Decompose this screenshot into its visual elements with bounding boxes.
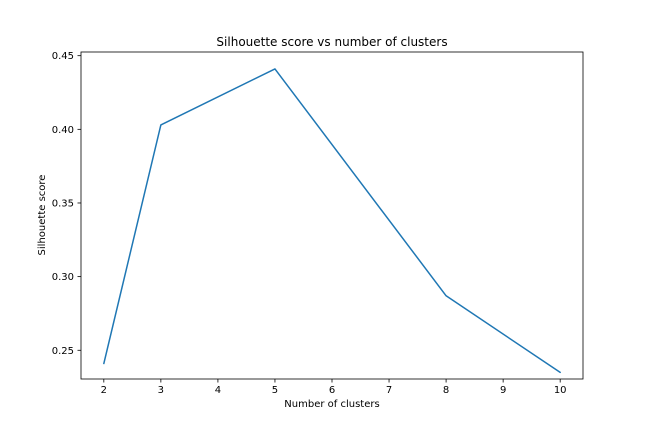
x-axis: 2 3 4 5 6 7 8 9 10 bbox=[101, 379, 567, 396]
y-tick-label: 0.30 bbox=[52, 272, 74, 283]
x-tick-label: 2 bbox=[101, 385, 107, 396]
x-tick-label: 7 bbox=[386, 385, 392, 396]
y-axis: 0.25 0.30 0.35 0.40 0.45 bbox=[52, 51, 81, 357]
y-tick-label: 0.45 bbox=[52, 51, 74, 62]
x-tick-label: 4 bbox=[215, 385, 221, 396]
x-tick-label: 5 bbox=[272, 385, 278, 396]
x-tick-label: 9 bbox=[500, 385, 506, 396]
x-tick-label: 3 bbox=[158, 385, 164, 396]
series-line bbox=[103, 68, 561, 374]
x-tick-label: 8 bbox=[443, 385, 449, 396]
y-tick-label: 0.35 bbox=[52, 198, 74, 209]
x-axis-label: Number of clusters bbox=[284, 399, 379, 410]
y-tick-label: 0.25 bbox=[52, 346, 74, 357]
chart-title: Silhouette score vs number of clusters bbox=[216, 35, 447, 49]
y-axis-label: Silhouette score bbox=[37, 175, 48, 256]
x-tick-label: 10 bbox=[554, 385, 567, 396]
y-tick-label: 0.40 bbox=[52, 125, 74, 136]
x-tick-label: 6 bbox=[329, 385, 335, 396]
